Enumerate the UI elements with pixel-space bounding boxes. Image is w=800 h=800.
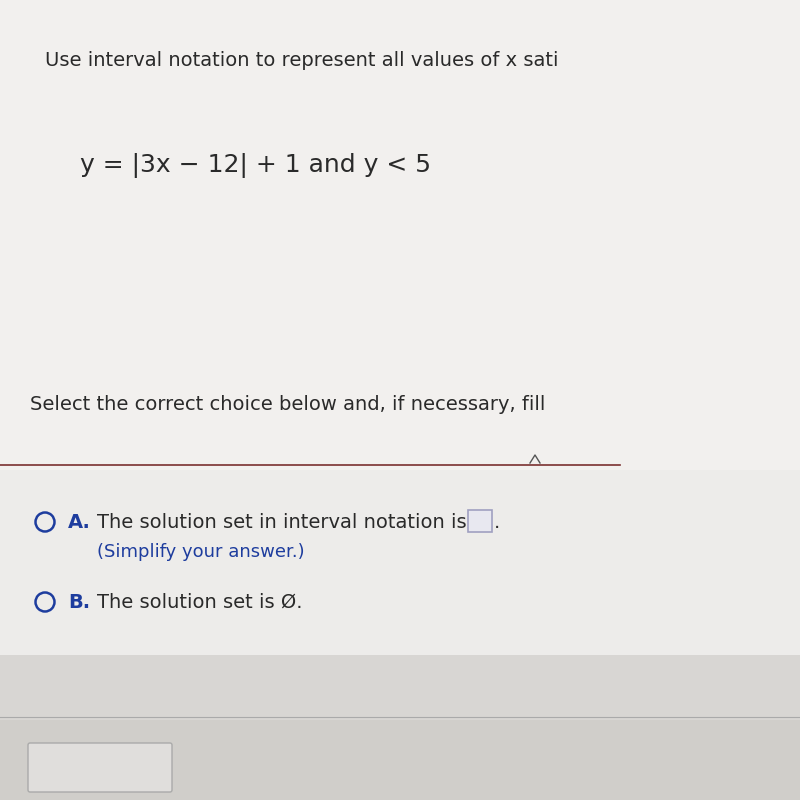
Text: The solution set is Ø.: The solution set is Ø. — [97, 593, 302, 611]
Text: B.: B. — [68, 593, 90, 611]
Text: The solution set in interval notation is: The solution set in interval notation is — [97, 513, 466, 531]
Bar — [0, 470, 800, 655]
FancyBboxPatch shape — [28, 743, 172, 792]
Bar — [0, 655, 800, 720]
Text: Select the correct choice below and, if necessary, fill: Select the correct choice below and, if … — [30, 395, 546, 414]
Text: y = |3x − 12| + 1 and y < 5: y = |3x − 12| + 1 and y < 5 — [80, 153, 431, 178]
Text: A.: A. — [68, 513, 91, 531]
Bar — [0, 720, 800, 800]
Bar — [0, 0, 800, 470]
FancyBboxPatch shape — [468, 510, 492, 532]
Text: .: . — [494, 513, 500, 531]
Text: (Simplify your answer.): (Simplify your answer.) — [97, 543, 305, 561]
Text: Use interval notation to represent all values of x sati: Use interval notation to represent all v… — [45, 50, 558, 70]
